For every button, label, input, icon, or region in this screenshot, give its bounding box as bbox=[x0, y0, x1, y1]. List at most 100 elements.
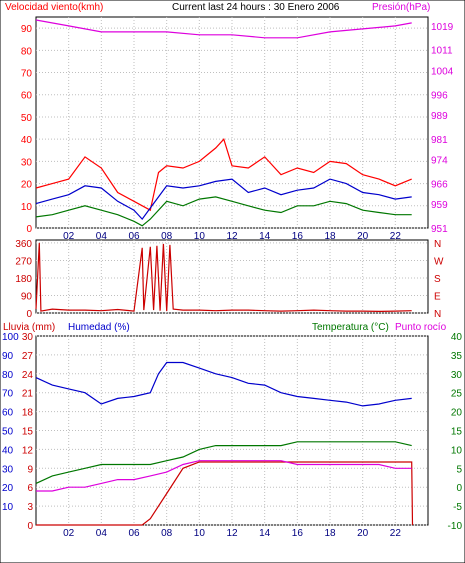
wind-tick-label: 90 bbox=[21, 24, 33, 35]
rain-tick-label: 6 bbox=[27, 483, 33, 494]
hour-tick-label: 02 bbox=[63, 528, 75, 539]
series-temperature bbox=[35, 441, 412, 484]
hour-tick-label: 16 bbox=[292, 528, 304, 539]
hour-tick-label: 12 bbox=[226, 528, 238, 539]
rain-tick-label: 15 bbox=[22, 427, 34, 438]
rain-tick-label: 24 bbox=[22, 370, 34, 381]
direction-tick-label: 180 bbox=[15, 274, 32, 285]
hour-tick-label: 22 bbox=[390, 528, 402, 539]
rain-tick-label: 0 bbox=[27, 521, 33, 532]
temperature-tick-label: 25 bbox=[451, 389, 463, 400]
hour-tick-label: 14 bbox=[259, 528, 271, 539]
hour-tick-label: 20 bbox=[357, 231, 369, 242]
humidity-tick-label: 100 bbox=[2, 332, 19, 343]
hour-tick-label: 22 bbox=[390, 231, 402, 242]
wind-tick-label: 30 bbox=[21, 157, 33, 168]
compass-tick-label: W bbox=[434, 256, 444, 267]
wind-speed-axis-title: Velocidad viento(kmh) bbox=[5, 2, 103, 13]
hour-tick-label: 18 bbox=[324, 231, 336, 242]
pressure-axis-title: Presión(hPa) bbox=[372, 2, 430, 13]
series-pressure bbox=[35, 19, 412, 39]
compass-tick-label: N bbox=[434, 309, 441, 320]
temperature-tick-label: 20 bbox=[451, 408, 463, 419]
hour-tick-label: 02 bbox=[63, 231, 75, 242]
compass-tick-label: S bbox=[434, 274, 441, 285]
humidity-tick-label: 50 bbox=[2, 427, 14, 438]
rain-axis-title: Lluvia (mm) bbox=[3, 322, 55, 333]
humidity-tick-label: 20 bbox=[2, 483, 14, 494]
wind-tick-label: 50 bbox=[21, 113, 33, 124]
humidity-tick-label: 60 bbox=[2, 408, 14, 419]
hour-tick-label: 16 bbox=[292, 231, 304, 242]
wind-tick-label: 40 bbox=[21, 135, 33, 146]
hour-tick-label: 10 bbox=[194, 528, 206, 539]
pressure-tick-label: 981 bbox=[431, 135, 448, 146]
rain-tick-label: 9 bbox=[27, 464, 33, 475]
hour-tick-label: 04 bbox=[96, 231, 108, 242]
rain-tick-label: 21 bbox=[22, 389, 34, 400]
rain-tick-label: 12 bbox=[22, 445, 34, 456]
direction-tick-label: 0 bbox=[26, 309, 32, 320]
pressure-tick-label: 1004 bbox=[431, 66, 454, 77]
pressure-tick-label: 989 bbox=[431, 111, 448, 122]
rain-tick-label: 3 bbox=[27, 502, 33, 513]
pressure-tick-label: 1011 bbox=[431, 46, 453, 57]
humidity-tick-label: 90 bbox=[2, 351, 14, 362]
hour-tick-label: 14 bbox=[259, 231, 271, 242]
hour-tick-label: 04 bbox=[96, 528, 108, 539]
wind-tick-label: 20 bbox=[21, 180, 33, 191]
series-dew_point bbox=[36, 460, 412, 492]
pressure-tick-label: 974 bbox=[431, 156, 448, 167]
humidity-tick-label: 30 bbox=[2, 464, 14, 475]
temperature-tick-label: 15 bbox=[451, 427, 463, 438]
hour-tick-label: 10 bbox=[194, 231, 206, 242]
rain-tick-label: 18 bbox=[22, 408, 34, 419]
humidity-tick-label: 70 bbox=[2, 389, 14, 400]
direction-tick-label: 90 bbox=[21, 291, 33, 302]
wind-tick-label: 60 bbox=[21, 91, 33, 102]
pressure-tick-label: 996 bbox=[431, 90, 448, 101]
series-minimum bbox=[35, 196, 412, 227]
temperature-tick-label: 40 bbox=[451, 332, 463, 343]
chart-title: Current last 24 hours : 30 Enero 2006 bbox=[172, 2, 340, 13]
temperature-tick-label: -10 bbox=[448, 521, 463, 532]
rain-tick-label: 30 bbox=[22, 332, 34, 343]
series-rain bbox=[36, 461, 414, 526]
pressure-tick-label: 959 bbox=[431, 200, 448, 211]
rain-tick-label: 27 bbox=[22, 351, 34, 362]
temperature-tick-label: -5 bbox=[453, 502, 462, 513]
hour-tick-label: 08 bbox=[161, 528, 173, 539]
pressure-tick-label: 1019 bbox=[431, 22, 454, 33]
series-direction bbox=[35, 242, 412, 313]
hour-tick-label: 08 bbox=[161, 231, 173, 242]
dew-point-axis-title: Punto rocío bbox=[395, 322, 447, 333]
temperature-tick-label: 30 bbox=[451, 370, 463, 381]
humidity-tick-label: 40 bbox=[2, 445, 14, 456]
series-gust bbox=[35, 138, 412, 212]
compass-tick-label: N bbox=[434, 239, 441, 250]
direction-tick-label: 270 bbox=[15, 256, 32, 267]
temperature-tick-label: 0 bbox=[456, 483, 462, 494]
wind-tick-label: 70 bbox=[21, 69, 33, 80]
temperature-tick-label: 10 bbox=[451, 445, 463, 456]
humidity-tick-label: 80 bbox=[2, 370, 14, 381]
temperature-tick-label: 35 bbox=[451, 351, 463, 362]
wind-tick-label: 10 bbox=[21, 202, 33, 213]
wind-tick-label: 0 bbox=[26, 224, 32, 235]
wind-tick-label: 80 bbox=[21, 46, 33, 57]
compass-tick-label: E bbox=[434, 291, 441, 302]
hour-tick-label: 18 bbox=[324, 528, 336, 539]
humidity-axis-title: Humedad (%) bbox=[68, 322, 130, 333]
direction-tick-label: 360 bbox=[15, 239, 32, 250]
series-speed bbox=[35, 178, 412, 221]
hour-tick-label: 20 bbox=[357, 528, 369, 539]
hour-tick-label: 06 bbox=[128, 528, 140, 539]
pressure-tick-label: 966 bbox=[431, 179, 448, 190]
temperature-tick-label: 5 bbox=[456, 464, 462, 475]
temperature-axis-title: Temperatura (°C) bbox=[312, 322, 389, 333]
humidity-tick-label: 10 bbox=[2, 502, 14, 513]
hour-tick-label: 06 bbox=[128, 231, 140, 242]
hour-tick-label: 12 bbox=[226, 231, 238, 242]
series-humidity bbox=[35, 361, 412, 407]
